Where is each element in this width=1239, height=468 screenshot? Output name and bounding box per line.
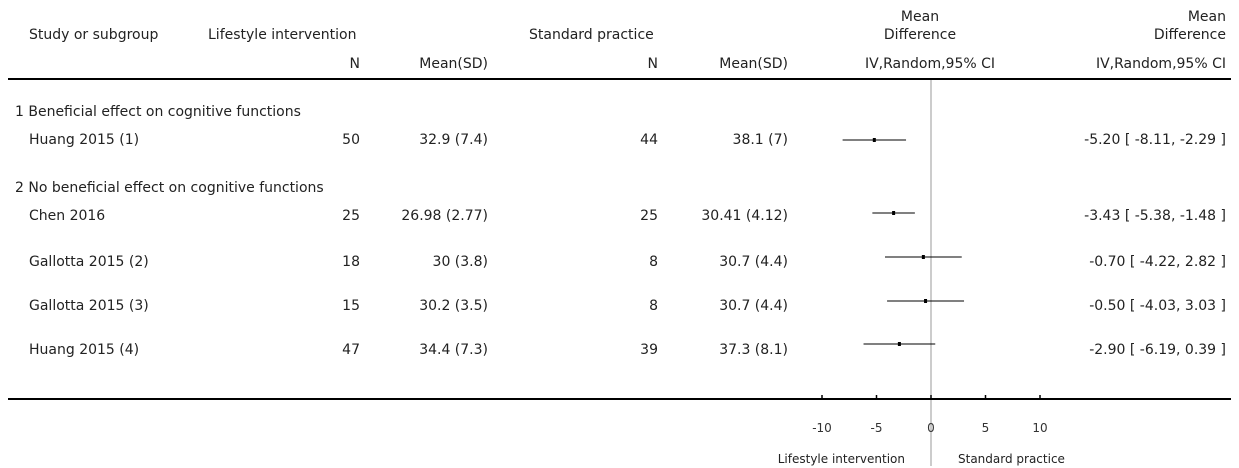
- md-ci-value: -0.50 [ -4.03, 3.03 ]: [1089, 298, 1226, 314]
- md-ci-value: -2.90 [ -6.19, 0.39 ]: [1089, 342, 1226, 358]
- axis-tick-label: 10: [1032, 421, 1047, 435]
- n1-value: 50: [342, 132, 360, 148]
- point-estimate: [921, 255, 925, 259]
- n1-value: 18: [342, 254, 360, 270]
- point-estimate: [892, 211, 896, 215]
- col-header-study: Study or subgroup: [29, 27, 159, 43]
- col-header-method-plot: IV,Random,95% CI: [864, 56, 996, 72]
- n1-value: 47: [342, 342, 360, 358]
- study-name: Huang 2015 (4): [29, 342, 140, 358]
- study-name: Huang 2015 (1): [29, 132, 140, 148]
- study-name: Gallotta 2015 (3): [29, 298, 149, 314]
- mean-sd1-value: 30.2 (3.5): [419, 298, 488, 314]
- mean-sd2-value: 30.7 (4.4): [719, 254, 788, 270]
- study-name: Chen 2016: [29, 208, 106, 224]
- col-header-method-col: IV,Random,95% CI: [1095, 56, 1226, 72]
- col-header-group2: Standard practice: [529, 27, 654, 43]
- col-header-group1: Lifestyle intervention: [208, 27, 357, 43]
- axis-tick-label: -5: [871, 421, 883, 435]
- n2-value: 39: [640, 342, 658, 358]
- md-ci-value: -3.43 [ -5.38, -1.48 ]: [1084, 208, 1226, 224]
- col-header-md-col-line2: Difference: [1153, 27, 1226, 43]
- favours-right-label: Standard practice: [958, 452, 1065, 466]
- mean-sd2-value: 38.1 (7): [732, 132, 788, 148]
- md-ci-value: -0.70 [ -4.22, 2.82 ]: [1089, 254, 1226, 270]
- mean-sd1-value: 30 (3.8): [432, 254, 488, 270]
- col-header-n2: N: [647, 56, 658, 72]
- axis-tick-label: 5: [982, 421, 990, 435]
- md-ci-value: -5.20 [ -8.11, -2.29 ]: [1084, 132, 1226, 148]
- n2-value: 8: [649, 298, 658, 314]
- col-header-mean-sd1: Mean(SD): [419, 56, 488, 72]
- mean-sd1-value: 32.9 (7.4): [419, 132, 488, 148]
- n2-value: 8: [649, 254, 658, 270]
- study-name: Gallotta 2015 (2): [29, 254, 149, 270]
- header-rule: [8, 78, 1231, 80]
- subgroup-title: 1 Beneficial effect on cognitive functio…: [15, 104, 301, 120]
- point-estimate: [897, 342, 901, 346]
- footer-rule: [8, 398, 1231, 400]
- favours-left-label: Lifestyle intervention: [777, 452, 905, 466]
- mean-sd2-value: 30.41 (4.12): [701, 208, 788, 224]
- n2-value: 25: [640, 208, 658, 224]
- mean-sd2-value: 30.7 (4.4): [719, 298, 788, 314]
- point-estimate: [924, 299, 928, 303]
- mean-sd1-value: 26.98 (2.77): [401, 208, 488, 224]
- col-header-md-col-line1: Mean: [1187, 9, 1226, 25]
- n1-value: 25: [342, 208, 360, 224]
- n1-value: 15: [342, 298, 360, 314]
- col-header-md-plot-line1: Mean: [900, 9, 940, 25]
- col-header-mean-sd2: Mean(SD): [719, 56, 788, 72]
- axis-tick-label: 0: [927, 421, 935, 435]
- point-estimate: [872, 138, 876, 142]
- mean-sd2-value: 37.3 (8.1): [719, 342, 788, 358]
- axis-tick-label: -10: [812, 421, 832, 435]
- col-header-md-plot-line2: Difference: [883, 27, 957, 43]
- col-header-n1: N: [349, 56, 360, 72]
- n2-value: 44: [640, 132, 658, 148]
- mean-sd1-value: 34.4 (7.3): [419, 342, 488, 358]
- subgroup-title: 2 No beneficial effect on cognitive func…: [15, 180, 324, 196]
